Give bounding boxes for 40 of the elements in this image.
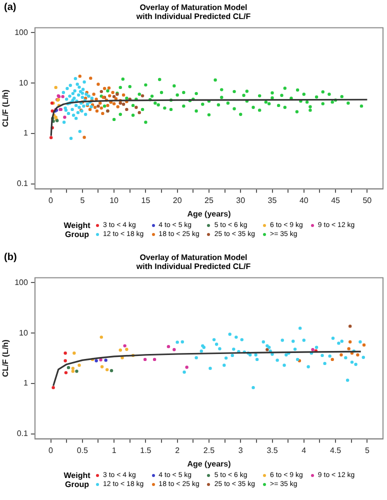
y-tick-label: 100 xyxy=(14,28,28,37)
x-tick-label: 30 xyxy=(236,196,246,205)
x-axis-title: Age (years) xyxy=(187,209,232,218)
x-tick-label: 5 xyxy=(80,196,86,205)
x-tick-label: 0 xyxy=(48,446,54,455)
text: (a) xyxy=(4,2,16,13)
x-tick-label: 5 xyxy=(364,446,370,455)
x-tick-label: 25 xyxy=(204,196,214,205)
x-tick-label: 50 xyxy=(362,196,372,205)
y-tick-label: 0.1 xyxy=(16,429,28,438)
x-axis-title: Age (years) xyxy=(187,459,232,468)
x-tick-label: 1.5 xyxy=(140,446,152,455)
y-tick-label: 1 xyxy=(23,378,28,388)
x-tick-label: 20 xyxy=(172,196,182,205)
x-tick-label: 2.5 xyxy=(203,446,216,455)
legend-title: Weight Group xyxy=(62,221,92,239)
x-tick-label: 4.5 xyxy=(330,446,342,455)
y-tick-label: 0.1 xyxy=(16,179,28,188)
x-tick-label: 2 xyxy=(175,446,180,455)
x-tick-label: 35 xyxy=(268,196,278,205)
x-tick-label: 3.5 xyxy=(266,446,278,455)
legend-title: Weight Group xyxy=(62,471,92,489)
x-tick-label: 4 xyxy=(302,446,307,455)
chart-title: Overlay of Maturation Model with Individual Predicted CL/F xyxy=(136,3,251,21)
x-tick-label: 1 xyxy=(112,446,117,455)
y-tick-label: 10 xyxy=(19,328,28,338)
x-tick-label: 15 xyxy=(141,196,151,205)
y-tick-label: 10 xyxy=(19,78,28,88)
y-tick-label: 1 xyxy=(23,128,28,138)
y-axis-title: CL/F (L/h) xyxy=(1,339,10,377)
y-axis-title: CL/F (L/h) xyxy=(1,89,10,127)
x-tick-label: 40 xyxy=(299,196,309,205)
chart-title: Overlay of Maturation Model with Individual Predicted CL/F xyxy=(136,253,251,271)
x-tick-label: 45 xyxy=(331,196,341,205)
y-tick-label: 100 xyxy=(14,278,28,287)
x-tick-label: 0.5 xyxy=(76,446,89,455)
x-tick-label: 10 xyxy=(110,196,120,205)
text: (b) xyxy=(4,252,17,263)
x-tick-label: 3 xyxy=(238,446,244,455)
x-tick-label: 0 xyxy=(48,196,54,205)
